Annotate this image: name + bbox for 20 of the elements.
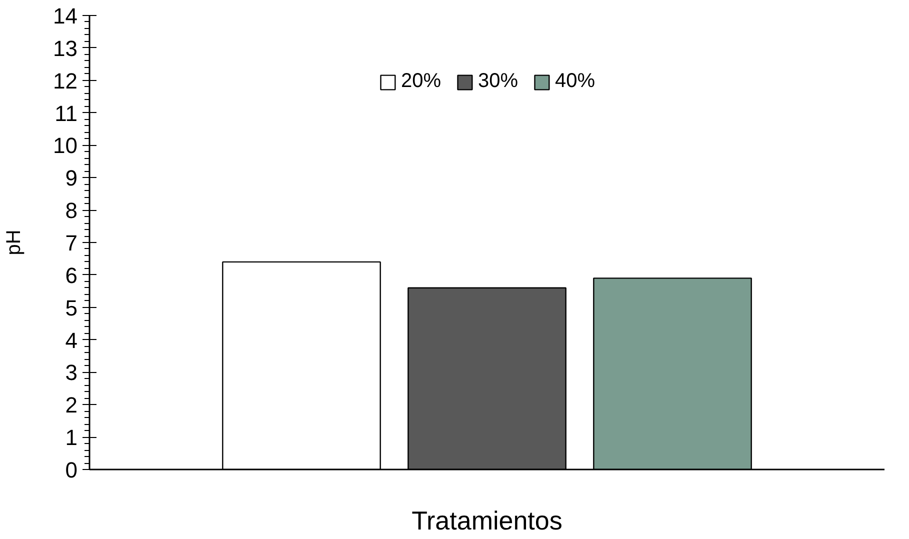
legend-label: 40%	[555, 70, 596, 93]
y-tick-label: 0	[65, 458, 78, 482]
y-tick-label: 14	[53, 4, 78, 28]
y-tick-label: 8	[65, 198, 78, 224]
y-tick-label: 1	[65, 425, 78, 450]
y-tick-label: 10	[53, 133, 78, 158]
y-tick-label: 11	[54, 100, 78, 126]
y-tick-label: 7	[65, 230, 78, 256]
y-tick-label: 2	[65, 392, 78, 418]
y-axis-title: pH	[3, 230, 26, 256]
y-tick-label: 3	[65, 360, 78, 386]
y-tick-label: 6	[65, 262, 78, 288]
y-tick-label: 4	[65, 328, 78, 353]
y-tick-label: 9	[65, 166, 78, 191]
y-tick-label: 5	[65, 295, 78, 320]
legend-label: 20%	[400, 70, 441, 93]
y-tick-label: 12	[53, 68, 78, 94]
legend-label: 30%	[478, 70, 518, 93]
y-tick-label: 13	[53, 36, 78, 61]
x-axis-title: Tratamientos	[412, 506, 562, 536]
